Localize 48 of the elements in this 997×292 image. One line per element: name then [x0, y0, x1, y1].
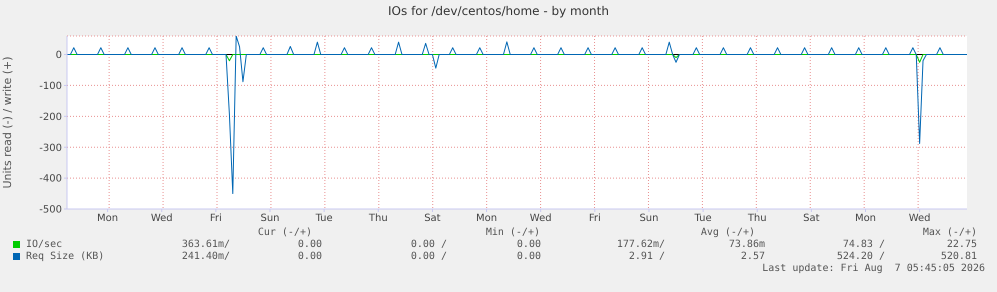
- x-tick-label: Thu: [746, 213, 767, 224]
- line-series: [66, 36, 968, 194]
- x-tick-label: Sat: [424, 213, 441, 224]
- text: 74.83 /: [842, 239, 885, 250]
- x-tick-label: Mon: [97, 213, 118, 224]
- x-tick-label: Sun: [260, 213, 280, 224]
- text: 241.40m/: [182, 251, 230, 262]
- text: 520.81: [940, 251, 977, 262]
- x-tick-label: Mon: [476, 213, 498, 224]
- text: 22.75: [946, 239, 977, 250]
- y-tick-label: -300: [39, 142, 62, 154]
- text: 0.00: [516, 251, 541, 262]
- text: Max (-/+): [922, 227, 977, 238]
- x-tick-label: Wed: [530, 213, 552, 224]
- x-tick-label: Tue: [314, 213, 333, 224]
- x-tick-label: Thu: [368, 213, 388, 224]
- text: Avg (-/+): [700, 227, 755, 238]
- y-tick-label: -400: [39, 174, 62, 185]
- x-tick-label: Tue: [694, 213, 712, 224]
- x-tick-label: Fri: [588, 213, 601, 224]
- x-tick-label: Mon: [854, 213, 876, 224]
- legend-label: IO/sec: [26, 239, 62, 250]
- y-tick-label: -500: [39, 204, 62, 216]
- x-tick-label: Fri: [210, 213, 222, 224]
- text: 0.00: [298, 239, 322, 250]
- text: 0.00: [516, 239, 541, 250]
- y-tick-label: -200: [39, 112, 62, 123]
- text: 2.91 /: [628, 251, 665, 262]
- text: 2.57: [740, 251, 765, 262]
- x-tick-label: Sat: [803, 213, 820, 224]
- text: 0.00 /: [410, 251, 447, 262]
- text: 524.20 /: [836, 251, 885, 262]
- x-tick-label: Sun: [639, 213, 658, 224]
- text: Min (-/+): [486, 227, 540, 238]
- text: Cur (-/+): [258, 227, 312, 238]
- text: 177.62m/: [616, 239, 665, 250]
- y-tick-label: -100: [39, 80, 62, 92]
- text: 0.00 /: [410, 239, 447, 250]
- text: 0.00: [298, 251, 322, 262]
- x-tick-label: Wed: [908, 213, 931, 224]
- text: Last update: Fri Aug 7 05:45:05 2026: [762, 263, 985, 274]
- x-tick-label: Wed: [150, 213, 173, 224]
- y-tick-label: 0: [56, 50, 62, 62]
- y-axis-title: Units read (-) / write (+): [0, 56, 14, 189]
- text: 363.61m/: [182, 239, 230, 250]
- legend-label: Req Size (KB): [26, 251, 104, 262]
- chart-title: IOs for /dev/centos/home - by month: [387, 4, 610, 18]
- text: 73.86m: [728, 239, 765, 250]
